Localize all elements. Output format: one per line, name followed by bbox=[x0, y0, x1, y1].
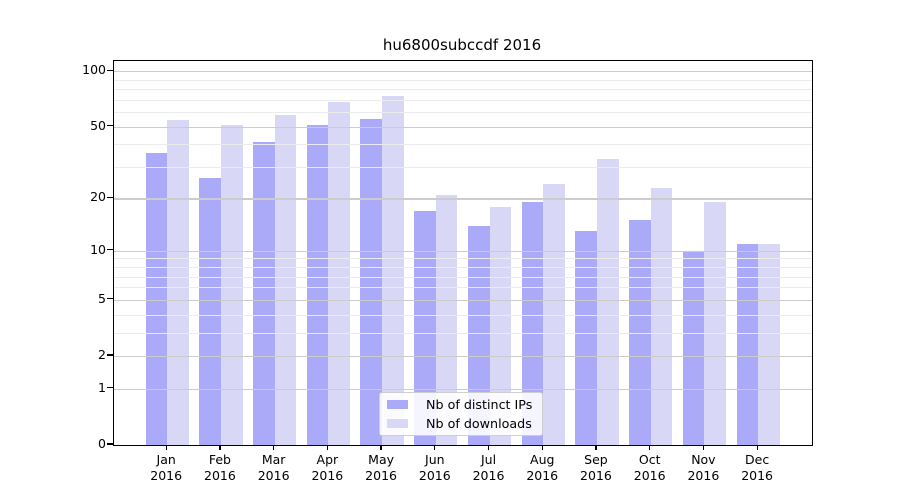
x-tick-label-sep: Sep 2016 bbox=[580, 452, 612, 483]
bar-aug-distinct-ips bbox=[521, 202, 544, 445]
gridline-minor-90 bbox=[114, 79, 812, 81]
gridline-minor-8 bbox=[114, 267, 812, 269]
x-tick-mark-oct bbox=[649, 445, 651, 450]
bar-jun-distinct-ips bbox=[414, 210, 436, 445]
bar-apr-downloads bbox=[328, 102, 350, 445]
gridline-minor-3 bbox=[114, 332, 812, 334]
x-tick-label-may: May 2016 bbox=[365, 452, 397, 483]
gridline-minor-60 bbox=[114, 112, 812, 113]
gridline-major-100 bbox=[114, 71, 812, 73]
x-tick-label-jan: Jan 2016 bbox=[150, 452, 183, 483]
gridline-minor-6 bbox=[114, 287, 812, 289]
y-tick-label-5: 5 bbox=[98, 290, 106, 306]
y-tick-label-0: 0 bbox=[98, 436, 106, 451]
bar-dec-downloads bbox=[758, 243, 780, 445]
x-tick-label-oct: Oct 2016 bbox=[633, 452, 666, 483]
x-tick-mark-jan bbox=[165, 445, 167, 450]
x-tick-mark-aug bbox=[541, 445, 543, 450]
bar-feb-downloads bbox=[220, 124, 243, 445]
y-tick-mark-5 bbox=[107, 298, 113, 300]
legend-entry-downloads: Nb of downloads bbox=[387, 416, 534, 431]
x-tick-mark-dec bbox=[756, 445, 758, 450]
y-tick-mark-2 bbox=[107, 354, 113, 356]
x-tick-mark-nov bbox=[702, 445, 704, 450]
gridline-minor-70 bbox=[114, 99, 812, 101]
y-tick-mark-0 bbox=[107, 443, 113, 445]
x-tick-label-dec: Dec 2016 bbox=[741, 452, 774, 483]
plot-area bbox=[113, 60, 813, 446]
y-tick-label-2: 2 bbox=[98, 347, 106, 362]
legend-entry-distinct-ips: Nb of distinct IPs bbox=[387, 397, 534, 412]
x-tick-mark-mar bbox=[273, 445, 275, 450]
x-tick-label-mar: Mar 2016 bbox=[257, 452, 290, 483]
bar-jul-downloads bbox=[489, 206, 512, 445]
gridline-major-1 bbox=[114, 388, 812, 391]
bar-nov-distinct-ips bbox=[682, 250, 705, 445]
y-tick-label-50: 50 bbox=[90, 117, 106, 133]
x-tick-mark-apr bbox=[326, 445, 328, 450]
legend-label-distinct-ips: Nb of distinct IPs bbox=[426, 397, 533, 412]
gridline-minor-9 bbox=[114, 258, 812, 260]
gridline-minor-40 bbox=[114, 144, 812, 146]
y-tick-mark-100 bbox=[107, 69, 113, 71]
x-tick-label-feb: Feb 2016 bbox=[204, 452, 236, 483]
bar-sep-distinct-ips bbox=[575, 231, 597, 445]
legend-label-downloads: Nb of downloads bbox=[426, 416, 532, 431]
bar-oct-downloads bbox=[650, 187, 673, 445]
gridline-major-50 bbox=[114, 126, 812, 128]
x-tick-label-jun: Jun 2016 bbox=[418, 452, 451, 483]
x-tick-mark-feb bbox=[219, 445, 221, 450]
y-tick-mark-50 bbox=[107, 124, 113, 127]
bar-may-downloads bbox=[382, 96, 404, 445]
bar-apr-distinct-ips bbox=[306, 124, 329, 445]
gridline-major-10 bbox=[114, 250, 812, 252]
x-tick-mark-sep bbox=[595, 445, 597, 450]
bar-jul-distinct-ips bbox=[467, 225, 490, 445]
bar-mar-distinct-ips bbox=[253, 142, 275, 445]
x-tick-mark-jun bbox=[434, 445, 436, 450]
gridline-major-20 bbox=[114, 198, 812, 200]
gridline-major-2 bbox=[114, 356, 812, 358]
x-tick-mark-jul bbox=[487, 445, 490, 450]
y-tick-label-10: 10 bbox=[90, 241, 106, 257]
bar-feb-distinct-ips bbox=[199, 178, 221, 445]
x-tick-label-jul: Jul 2016 bbox=[472, 452, 505, 483]
bar-sep-downloads bbox=[596, 159, 619, 445]
gridline-minor-4 bbox=[114, 314, 812, 316]
y-tick-label-100: 100 bbox=[82, 62, 106, 78]
bar-jan-downloads bbox=[167, 120, 189, 445]
x-tick-label-nov: Nov 2016 bbox=[687, 452, 720, 483]
x-tick-mark-may bbox=[380, 445, 382, 450]
legend-swatch-distinct-ips bbox=[387, 399, 408, 410]
x-tick-label-aug: Aug 2016 bbox=[526, 452, 559, 483]
x-tick-label-apr: Apr 2016 bbox=[311, 452, 344, 483]
y-tick-mark-1 bbox=[107, 387, 113, 389]
bar-jan-distinct-ips bbox=[145, 152, 168, 445]
bar-dec-distinct-ips bbox=[736, 243, 759, 445]
y-tick-label-20: 20 bbox=[90, 189, 106, 205]
legend-swatch-downloads bbox=[387, 418, 408, 429]
gridline-major-5 bbox=[114, 299, 812, 302]
gridline-minor-80 bbox=[114, 89, 812, 91]
bar-mar-downloads bbox=[274, 114, 297, 445]
gridline-minor-7 bbox=[114, 276, 812, 278]
y-tick-mark-10 bbox=[107, 249, 113, 251]
y-tick-label-1: 1 bbox=[98, 379, 106, 395]
bar-jun-downloads bbox=[435, 194, 458, 445]
gridline-minor-30 bbox=[114, 166, 812, 168]
legend: Nb of distinct IPs Nb of downloads bbox=[379, 392, 543, 436]
bar-may-distinct-ips bbox=[360, 118, 383, 445]
y-tick-mark-20 bbox=[107, 196, 113, 198]
chart-title: hu6800subccdf 2016 bbox=[382, 36, 542, 54]
bar-nov-downloads bbox=[704, 202, 726, 445]
